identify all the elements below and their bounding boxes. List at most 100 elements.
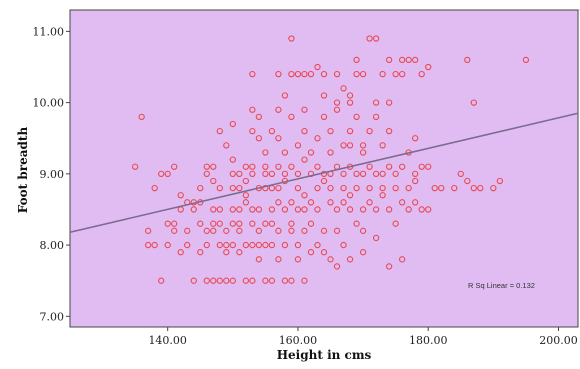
data-point [229, 120, 236, 128]
data-point [477, 184, 484, 192]
data-point [301, 156, 308, 163]
data-point [372, 170, 380, 177]
data-point [333, 70, 341, 78]
data-point [203, 241, 210, 249]
data-point [275, 163, 282, 170]
data-point [145, 227, 152, 234]
data-point [203, 227, 210, 234]
data-point [346, 206, 354, 213]
data-point [223, 241, 230, 249]
data-point [262, 184, 269, 192]
data-point [158, 170, 165, 177]
data-point [379, 70, 386, 78]
y-tick-label: 10.00 [33, 97, 65, 110]
data-point [262, 220, 269, 227]
data-point [385, 56, 393, 64]
data-point [418, 70, 425, 78]
data-point [131, 163, 139, 170]
data-point [249, 163, 256, 170]
data-point [294, 70, 302, 78]
data-point [314, 184, 321, 192]
data-point [268, 241, 276, 249]
data-point [366, 35, 373, 42]
data-point [470, 184, 477, 192]
data-point [353, 56, 360, 64]
data-point [210, 277, 217, 284]
data-point [470, 99, 477, 106]
data-point [262, 277, 269, 284]
data-point [197, 220, 204, 227]
data-point [281, 149, 289, 156]
data-point [333, 206, 341, 213]
data-point [242, 163, 249, 170]
data-point [275, 135, 282, 142]
data-point [249, 170, 256, 177]
y-tick-label: 7.00 [40, 310, 65, 323]
data-point [366, 199, 373, 206]
x-tick-label: 180.00 [409, 334, 448, 347]
data-point [288, 227, 295, 234]
data-point [392, 184, 399, 192]
data-point [359, 206, 367, 213]
data-point [346, 99, 354, 106]
data-point [327, 149, 334, 156]
data-point [158, 277, 165, 284]
data-point [333, 99, 341, 106]
data-point [359, 142, 367, 149]
data-point [353, 170, 360, 177]
data-point [307, 199, 315, 206]
data-point [145, 241, 152, 249]
data-point [223, 249, 230, 256]
data-point [216, 277, 223, 284]
data-point [333, 227, 341, 234]
data-point [399, 199, 406, 206]
data-point [242, 192, 249, 199]
data-point [288, 199, 295, 206]
data-point [210, 227, 217, 234]
data-point [171, 220, 178, 227]
data-point [210, 220, 217, 227]
data-point [216, 220, 223, 227]
data-point [327, 256, 334, 263]
data-point [392, 220, 399, 227]
data-point [340, 199, 347, 206]
data-point [275, 256, 282, 263]
data-point [405, 56, 412, 64]
data-point [138, 113, 145, 121]
data-point [210, 177, 217, 185]
data-point [275, 184, 282, 192]
data-point [372, 99, 380, 106]
data-point [327, 199, 334, 206]
data-point [281, 92, 289, 99]
data-point [242, 241, 249, 249]
data-point [294, 256, 302, 263]
data-points [131, 35, 530, 284]
data-point [268, 170, 276, 177]
data-point [294, 142, 302, 149]
data-point [438, 184, 445, 192]
data-point [301, 106, 308, 113]
data-point [405, 206, 412, 213]
data-point [327, 184, 334, 192]
data-point [288, 113, 295, 121]
data-point [294, 170, 302, 177]
data-point [210, 163, 217, 170]
data-point [249, 220, 256, 227]
data-point [288, 220, 295, 227]
data-point [249, 127, 256, 135]
data-point [314, 241, 321, 249]
data-point [307, 220, 315, 227]
data-point [262, 241, 269, 249]
data-point [399, 70, 406, 78]
data-point [359, 227, 367, 234]
data-point [301, 127, 308, 135]
data-point [379, 184, 386, 192]
data-point [372, 206, 380, 213]
data-point [496, 177, 503, 185]
data-point [301, 206, 308, 213]
data-point [223, 142, 230, 149]
data-point [307, 70, 315, 78]
data-point [164, 241, 171, 249]
data-point [171, 227, 178, 234]
data-point [184, 227, 191, 234]
